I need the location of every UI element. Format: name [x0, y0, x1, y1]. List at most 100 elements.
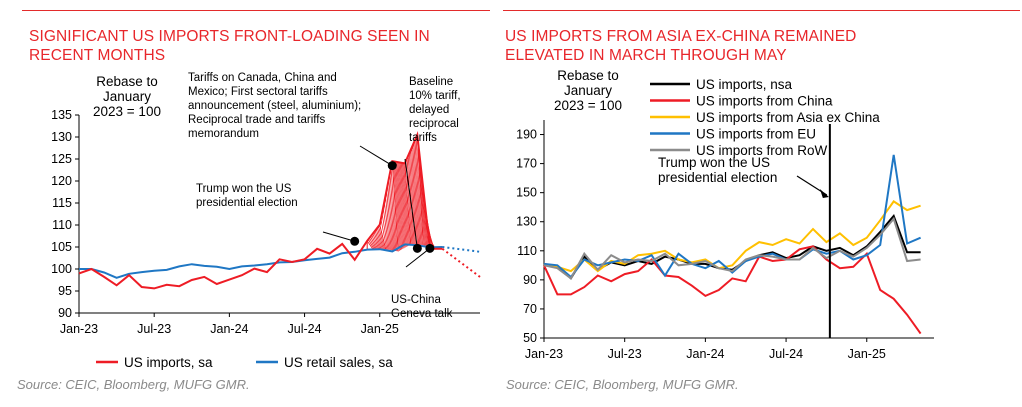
hatch-line — [371, 234, 379, 250]
annotation-line: Geneva talk — [391, 308, 453, 320]
left-title-line-2: RECENT MONTHS — [29, 47, 166, 64]
annotation-arrow — [404, 158, 418, 249]
hatch-line — [373, 231, 381, 250]
x-tick-label: Jul-24 — [769, 347, 803, 361]
annotation-line: Tariffs on Canada, China and — [188, 72, 337, 84]
hatch-line — [390, 167, 398, 252]
annotation-line: presidential election — [196, 197, 298, 209]
y-tick-label: 50 — [523, 331, 537, 345]
hatch-line — [379, 224, 387, 250]
left-chart-title: SIGNIFICANT US IMPORTS FRONT-LOADING SEE… — [29, 27, 430, 65]
hatch-line — [397, 162, 405, 249]
hatch-line — [382, 207, 390, 250]
annotation-marker — [350, 236, 360, 246]
hatch-line — [368, 239, 375, 250]
y-tick-label: 150 — [516, 186, 537, 200]
left-title-line-1: SIGNIFICANT US IMPORTS FRONT-LOADING SEE… — [29, 28, 430, 45]
y-tick-label: 100 — [51, 262, 72, 276]
hatch-line — [415, 137, 423, 246]
y-tick-label: 190 — [516, 128, 537, 142]
legend-label: US imports from Asia ex China — [696, 110, 880, 125]
hatch-line — [396, 161, 404, 249]
annotation-line: reciprocal — [409, 118, 459, 130]
annotation-arrow — [405, 247, 431, 268]
y-tick-label: 90 — [523, 273, 537, 287]
annotation-line: Trump won the US — [196, 183, 292, 195]
annotation-line: Reciprocal trade and tariffs — [188, 114, 325, 126]
hatch-line — [410, 150, 417, 245]
hatch-line — [374, 230, 382, 250]
y-tick-label: 70 — [523, 302, 537, 316]
hatch-line — [369, 237, 376, 250]
hatch-line — [366, 240, 374, 250]
hatch-line — [376, 227, 384, 250]
annotation-line: memorandum — [188, 128, 259, 140]
annotation-line: Mexico; First sectoral tariffs — [188, 86, 328, 98]
hatch-line — [412, 145, 420, 245]
y-tick-label: 110 — [52, 218, 72, 232]
annotation-line: delayed — [409, 104, 449, 116]
annotation-line: 10% tariff, — [409, 90, 461, 102]
hatch-line — [402, 162, 409, 246]
legend-label: US imports, sa — [124, 355, 213, 370]
hatch-line — [384, 196, 392, 251]
hatch-line — [388, 178, 396, 251]
x-tick-label: Jul-24 — [288, 322, 322, 336]
hatch-line — [399, 162, 407, 247]
x-tick-label: Jan-24 — [210, 322, 248, 336]
x-tick-label: Jan-25 — [361, 322, 399, 336]
hatch-line — [381, 213, 389, 250]
right-chart-svg: Rebase to January 2023 = 100 50 70 90 110 130 15… — [516, 68, 934, 361]
right-title-line-1: US IMPORTS FROM ASIA EX-CHINA REMAINED — [505, 28, 857, 45]
hatch-line — [395, 161, 403, 250]
y-tick-label: 115 — [52, 196, 72, 210]
legend-label: US imports from China — [696, 94, 833, 109]
annotation-line: announcement (steel, aluminium); — [188, 100, 361, 112]
legend-label: US imports, nsa — [696, 77, 793, 92]
title-rule — [503, 10, 1020, 11]
series-line — [543, 216, 921, 280]
y-axis-label-line: Rebase to — [557, 68, 619, 83]
y-tick-label: 130 — [51, 130, 72, 144]
hatch-line — [414, 140, 422, 246]
hatch-line — [411, 147, 418, 245]
y-tick-label: 110 — [517, 244, 537, 258]
x-tick-label: Jul-23 — [137, 322, 171, 336]
y-tick-label: 90 — [58, 306, 72, 320]
hatch-line — [394, 161, 401, 251]
hatch-line — [375, 229, 383, 250]
hatch-line — [389, 173, 397, 252]
annotation-marker — [387, 161, 397, 171]
election-label: Trump won the US presidential election — [658, 155, 777, 185]
annotation-arrow — [322, 231, 355, 242]
series-line — [543, 200, 921, 273]
hatch-line — [398, 162, 406, 248]
series-projection — [442, 246, 481, 253]
y-tick-label: 95 — [58, 284, 72, 298]
right-chart-title: US IMPORTS FROM ASIA EX-CHINA REMAINED E… — [505, 27, 856, 65]
election-arrowhead — [819, 189, 829, 198]
y-tick-label: 130 — [516, 215, 537, 229]
y-axis-label-line: January — [103, 89, 151, 104]
series-line — [543, 154, 921, 279]
hatch-line — [378, 226, 385, 250]
hatch-line — [393, 161, 400, 251]
y-tick-label: 125 — [51, 152, 72, 166]
y-axis-label-line: 2023 = 100 — [93, 104, 161, 119]
hatch-line — [370, 236, 377, 250]
legend-label: US imports from EU — [696, 127, 816, 142]
hatch-line — [372, 233, 380, 250]
series-line — [79, 243, 443, 279]
hatch-line — [407, 155, 415, 245]
y-tick-label: 105 — [51, 240, 72, 254]
left-source-note: Source: CEIC, Bloomberg, MUFG GMR. — [17, 377, 250, 392]
annotation-line: tariffs — [409, 132, 437, 144]
hatch-line — [386, 190, 393, 251]
y-tick-label: 120 — [51, 174, 72, 188]
legend-label: US retail sales, sa — [284, 355, 393, 370]
x-tick-label: Jul-23 — [608, 347, 642, 361]
series-line — [543, 245, 922, 335]
x-tick-label: Jan-23 — [525, 347, 563, 361]
y-axis-label-line: January — [564, 83, 612, 98]
